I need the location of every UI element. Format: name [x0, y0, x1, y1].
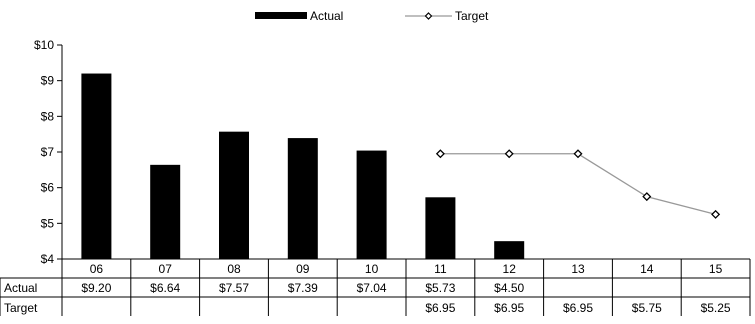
- actual-value-label: $4.50: [494, 281, 524, 295]
- data-table: 06 $9.20 07 $6.64 08 $7.57 09 $7.39 10 $7.04 11 $5.…: [0, 258, 751, 316]
- y-tick-label: $9: [41, 74, 55, 88]
- target-line: [440, 153, 716, 216]
- category-label: 06: [90, 262, 104, 276]
- bar-actual: [494, 241, 525, 259]
- legend: Actual Target: [255, 9, 489, 23]
- category-label: 11: [434, 262, 447, 276]
- y-tick-label: $5: [41, 216, 55, 230]
- target-point: [504, 149, 514, 159]
- plot-area: $4 $5 $6 $7 $8 $9 $10: [34, 38, 721, 266]
- legend-marker-target: [424, 12, 433, 20]
- target-point: [573, 149, 583, 159]
- actual-value-label: $7.04: [357, 281, 387, 295]
- target-value-label: $6.95: [425, 301, 455, 315]
- legend-label-actual: Actual: [310, 9, 343, 23]
- y-tick-label: $7: [41, 145, 55, 159]
- target-point: [711, 209, 721, 219]
- bar-actual: [425, 197, 456, 259]
- bar-actual: [81, 73, 112, 260]
- category-label: 12: [503, 262, 517, 276]
- y-tick-label: $10: [34, 38, 54, 52]
- actual-value-label: $5.73: [425, 281, 455, 295]
- target-value-label: $6.95: [563, 301, 593, 315]
- table-row-header-target: Target: [4, 301, 38, 315]
- bar-actual: [219, 131, 249, 259]
- legend-swatch-actual: [255, 12, 307, 19]
- y-tick-label: $6: [41, 181, 55, 195]
- category-label: 10: [365, 262, 379, 276]
- bar-actual: [287, 138, 318, 259]
- category-label: 14: [640, 262, 654, 276]
- y-tick-label: $4: [41, 252, 55, 266]
- target-point: [435, 149, 445, 159]
- category-label: 09: [296, 262, 310, 276]
- actual-value-label: $7.39: [288, 281, 318, 295]
- category-label: 13: [571, 262, 585, 276]
- category-label: 15: [709, 262, 723, 276]
- target-value-label: $5.25: [701, 301, 731, 315]
- actual-value-label: $6.64: [150, 281, 180, 295]
- legend-label-target: Target: [455, 9, 489, 23]
- target-point: [642, 192, 652, 202]
- actual-value-label: $9.20: [81, 281, 111, 295]
- category-label: 08: [227, 262, 241, 276]
- category-label: 07: [159, 262, 173, 276]
- bar-actual: [356, 150, 387, 259]
- target-value-label: $6.95: [494, 301, 524, 315]
- actual-value-label: $7.57: [219, 281, 249, 295]
- table-row-header-actual: Actual: [4, 281, 37, 295]
- bar-actual: [150, 164, 181, 259]
- y-tick-label: $8: [41, 109, 55, 123]
- target-value-label: $5.75: [632, 301, 662, 315]
